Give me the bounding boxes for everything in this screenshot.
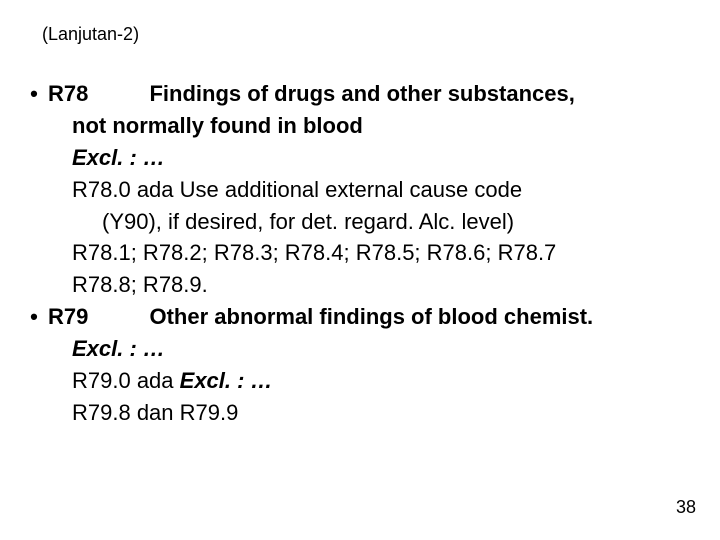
item-title: Other abnormal findings of blood chemist…: [149, 304, 593, 329]
item-line-part-excl: Excl. : …: [180, 368, 273, 393]
list-item: • R79 Other abnormal findings of blood c…: [20, 301, 700, 333]
continuation-header: (Lanjutan-2): [42, 24, 139, 45]
list-item: • R78 Findings of drugs and other substa…: [20, 78, 700, 110]
item-line-excl: Excl. : …: [20, 142, 700, 174]
bullet-icon: •: [20, 301, 48, 333]
page-number: 38: [676, 497, 696, 518]
item-line: R78.8; R78.9.: [20, 269, 700, 301]
item-code: R79: [48, 304, 88, 329]
item-line: R79.0 ada Excl. : …: [20, 365, 700, 397]
item-line-part: R79.0 ada: [72, 368, 180, 393]
item-heading: R78 Findings of drugs and other substanc…: [48, 78, 700, 110]
item-line: (Y90), if desired, for det. regard. Alc.…: [20, 206, 700, 238]
slide-body: • R78 Findings of drugs and other substa…: [20, 78, 700, 429]
bullet-icon: •: [20, 78, 48, 110]
item-line: R78.1; R78.2; R78.3; R78.4; R78.5; R78.6…: [20, 237, 700, 269]
item-title: Findings of drugs and other substances,: [149, 81, 574, 106]
item-line: R79.8 dan R79.9: [20, 397, 700, 429]
item-code: R78: [48, 81, 88, 106]
item-heading: R79 Other abnormal findings of blood che…: [48, 301, 700, 333]
item-line-excl: Excl. : …: [20, 333, 700, 365]
slide: (Lanjutan-2) • R78 Findings of drugs and…: [0, 0, 720, 540]
item-line: not normally found in blood: [20, 110, 700, 142]
item-line: R78.0 ada Use additional external cause …: [20, 174, 700, 206]
